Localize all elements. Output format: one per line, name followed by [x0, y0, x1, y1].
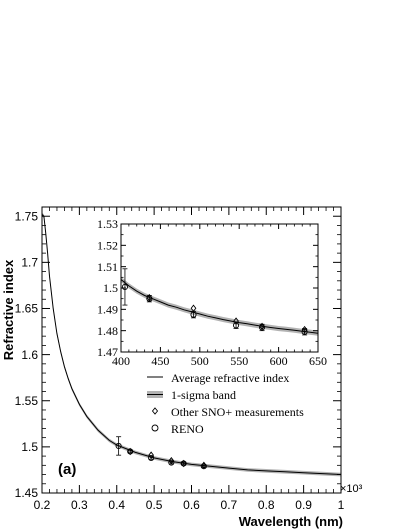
- inset-xtick-label: 650: [309, 354, 327, 368]
- main-xtick-label: 0.5: [146, 498, 163, 512]
- main-measurement-points: [115, 436, 207, 470]
- main-xtick-label: 0.8: [258, 498, 275, 512]
- y-axis-title: Refractive index: [1, 259, 16, 360]
- x-multiplier-label: ×10³: [340, 483, 363, 495]
- inset-average-line: [120, 279, 319, 334]
- inset-sigma-band: [121, 276, 318, 336]
- inset-reno-point: [190, 311, 197, 318]
- main-x-ticks: 0.2 0.3 0.4 0.5 0.6 0.7 0.8 0.9 1: [34, 207, 345, 512]
- main-xtick-label: 1: [338, 498, 345, 512]
- main-reno-point: [180, 460, 187, 467]
- inset-plot: 400 450 500 550 600 650 1.471.481.491.51.511.…: [97, 217, 327, 368]
- main-reno-point: [115, 442, 122, 449]
- main-ytick-label: 1.7: [21, 256, 38, 270]
- main-xtick-label: 0.2: [34, 498, 51, 512]
- inset-reno-point: [259, 324, 266, 331]
- inset-ytick-label: 1.5: [103, 281, 118, 295]
- inset-reno-point: [301, 328, 308, 335]
- inset-ytick-label: 1.51: [97, 260, 118, 274]
- inset-ytick-label: 1.47: [97, 345, 118, 359]
- inset-reno-point: [232, 322, 240, 329]
- inset-ytick-label: 1.52: [97, 239, 118, 253]
- main-xtick-label: 0.3: [71, 498, 88, 512]
- inset-reno-point: [121, 283, 128, 290]
- inset-measurement-points: [121, 268, 308, 336]
- main-y-ticks: 1.45 1.5 1.55 1.6 1.65 1.7 1.75: [15, 209, 341, 500]
- inset-xtick-label: 400: [112, 354, 130, 368]
- main-xtick-label: 0.7: [221, 498, 238, 512]
- legend-label-average: Average refractive index: [171, 371, 289, 385]
- main-xtick-label: 0.6: [183, 498, 200, 512]
- inset-xtick-label: 450: [151, 354, 169, 368]
- legend-label-band: 1-sigma band: [171, 388, 236, 402]
- inset-xtick-label: 600: [270, 354, 288, 368]
- inset-ytick-label: 1.53: [97, 217, 118, 231]
- main-reno-point: [200, 463, 207, 470]
- legend-label-reno: RENO: [171, 422, 204, 436]
- legend-circle-marker: [151, 424, 159, 432]
- legend-label-sno: Other SNO+ measurements: [171, 405, 304, 419]
- main-xtick-label: 0.4: [108, 498, 125, 512]
- main-reno-point: [127, 448, 134, 455]
- inset-average-curve: [120, 279, 319, 334]
- inset-ytick-label: 1.49: [97, 303, 118, 317]
- inset-xtick-label: 500: [191, 354, 209, 368]
- main-ytick-label: 1.5: [21, 440, 38, 454]
- inset-reno-point: [146, 295, 153, 302]
- main-reno-point: [148, 454, 155, 461]
- inset-xtick-label: 550: [230, 354, 248, 368]
- main-plot: 0.2 0.3 0.4 0.5 0.6 0.7 0.8 0.9 1 1.45 1.5 1.55 1.6…: [15, 206, 345, 512]
- main-xtick-label: 0.9: [295, 498, 312, 512]
- main-average-curve: [41, 214, 342, 475]
- x-axis-title: Wavelength (nm): [239, 514, 343, 529]
- legend-diamond-marker: [151, 407, 159, 415]
- main-average-line: [41, 214, 342, 475]
- main-ytick-label: 1.75: [15, 209, 39, 223]
- main-ytick-label: 1.6: [21, 348, 38, 362]
- legend: Average refractive index 1-sigma band Ot…: [147, 371, 304, 436]
- panel-label: (a): [58, 461, 76, 478]
- inset-band-area: [121, 276, 318, 336]
- inset-ytick-label: 1.48: [97, 324, 118, 338]
- main-ytick-label: 1.65: [15, 302, 39, 316]
- inset-y-ticks: 1.47 1.48 1.49 1.5 1.51 1.52 1.53: [97, 217, 318, 359]
- inset-background: [121, 224, 318, 352]
- main-reno-point: [168, 459, 175, 466]
- inset-x-ticks: 400 450 500 550 600 650: [112, 224, 327, 368]
- main-ytick-label: 1.55: [15, 394, 39, 408]
- main-ytick-label: 1.45: [15, 486, 39, 500]
